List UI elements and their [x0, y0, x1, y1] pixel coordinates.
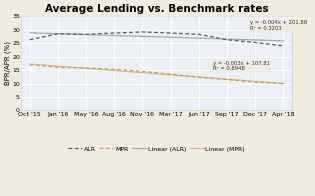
Text: y = -0.004x + 201.88
R² = 0.3203: y = -0.004x + 201.88 R² = 0.3203 [249, 20, 307, 31]
Title: Average Lending vs. Benchmark rates: Average Lending vs. Benchmark rates [45, 4, 268, 14]
Y-axis label: BPR/APR (%): BPR/APR (%) [4, 41, 11, 85]
Legend: ALR, MPR, Linear (ALR), Linear (MPR): ALR, MPR, Linear (ALR), Linear (MPR) [66, 144, 248, 154]
Text: y = -0.003x + 107.81
R² = 0.8948: y = -0.003x + 107.81 R² = 0.8948 [213, 61, 270, 72]
